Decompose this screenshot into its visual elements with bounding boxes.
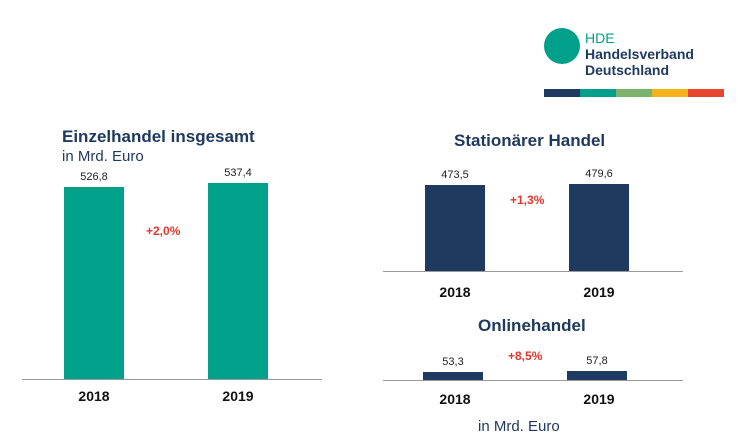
chart2-year-2019: 2019 — [583, 284, 615, 300]
chart3-title: Onlinehandel — [478, 316, 586, 335]
chart3-value-2019: 57,8 — [586, 355, 608, 367]
chart1-value-2018: 526,8 — [80, 170, 108, 183]
logo-line3: Deutschland — [585, 62, 670, 78]
chart3-axis — [383, 380, 683, 381]
logo-text: HDE Handelsverband Deutschland — [585, 30, 694, 78]
logo-stripe-segment — [580, 89, 616, 97]
chart1-bar-2019 — [208, 183, 268, 379]
chart3-bar-2019 — [567, 371, 627, 380]
chart3-year-2019: 2019 — [583, 391, 615, 407]
chart2-title: Stationärer Handel — [454, 131, 606, 150]
logo-stripe-segment — [688, 89, 724, 97]
chart1-year-2019: 2019 — [222, 388, 254, 404]
chart2-year-2018: 2018 — [439, 284, 471, 300]
chart1-year-2018: 2018 — [78, 388, 110, 404]
logo-stripe-segment — [652, 89, 688, 97]
chart3-bar-2018 — [423, 371, 483, 380]
unit-label: in Mrd. Euro — [478, 418, 560, 435]
chart1-axis — [22, 379, 322, 380]
chart2-bar-2019 — [569, 184, 629, 271]
logo-line2: Handelsverband — [585, 46, 694, 62]
hde-logo-icon — [544, 28, 580, 64]
chart1-change: +2,0% — [146, 224, 181, 238]
chart2-axis — [383, 271, 683, 272]
chart3-year-2018: 2018 — [439, 391, 471, 407]
chart1-subtitle: in Mrd. Euro — [62, 148, 144, 165]
logo-line1: HDE — [585, 30, 615, 46]
chart2-value-2018: 473,5 — [441, 169, 469, 182]
chart3-change: +8,5% — [508, 349, 543, 363]
chart2-bar-2018 — [425, 185, 485, 271]
chart3-value-2018: 53,3 — [442, 355, 464, 368]
chart2-value-2019: 479,6 — [585, 168, 613, 180]
logo-stripe-segment — [544, 89, 580, 97]
chart2-change: +1,3% — [510, 193, 545, 207]
chart1-value-2019: 537,4 — [224, 167, 252, 179]
chart1-title: Einzelhandel insgesamt — [62, 127, 255, 146]
chart1-bar-2018 — [64, 186, 124, 379]
logo-stripe-segment — [616, 89, 652, 97]
